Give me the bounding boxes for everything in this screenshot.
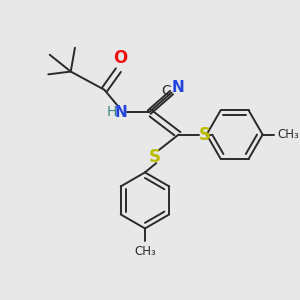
- Text: CH₃: CH₃: [134, 245, 156, 258]
- Text: C: C: [162, 84, 171, 98]
- Text: H: H: [106, 105, 116, 119]
- Text: O: O: [112, 49, 127, 67]
- Text: N: N: [171, 80, 184, 95]
- Text: N: N: [115, 105, 128, 120]
- Text: S: S: [149, 148, 161, 166]
- Text: CH₃: CH₃: [278, 128, 299, 141]
- Text: S: S: [199, 126, 211, 144]
